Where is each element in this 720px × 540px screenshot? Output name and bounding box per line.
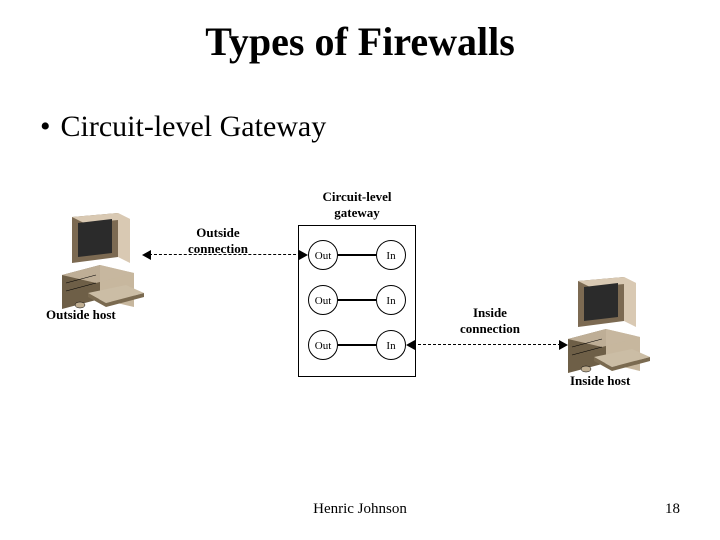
outside-connection-line: [149, 254, 301, 255]
bullet-row: • Circuit-level Gateway: [0, 110, 720, 144]
inside-connection-label: Insideconnection: [460, 305, 520, 337]
inside-host-computer-icon: [566, 277, 656, 373]
outside-connection-line-arrow-right: [299, 250, 308, 260]
page-title: Types of Firewalls: [0, 0, 720, 65]
port-link-2: [338, 344, 376, 346]
inside-host-label: Inside host: [570, 373, 630, 389]
outside-host-computer-icon: [60, 213, 150, 309]
bullet-marker: •: [40, 110, 51, 144]
footer-author: Henric Johnson: [0, 501, 720, 518]
port-link-1: [338, 299, 376, 301]
port-link-0: [338, 254, 376, 256]
circuit-gateway-diagram: Circuit-levelgatewayOutInOutInOutInOutsi…: [60, 195, 660, 425]
inside-connection-line-arrow-left: [406, 340, 415, 350]
gateway-port-3: In: [376, 285, 406, 315]
footer-page-number: 18: [665, 501, 680, 518]
inside-connection-line: [413, 344, 561, 345]
title-text: Types of Firewalls: [205, 19, 515, 64]
gateway-label: Circuit-levelgateway: [294, 189, 420, 221]
gateway-port-1: In: [376, 240, 406, 270]
outside-connection-label: Outsideconnection: [188, 225, 248, 257]
gateway-port-2: Out: [308, 285, 338, 315]
gateway-port-0: Out: [308, 240, 338, 270]
outside-host-label: Outside host: [46, 307, 116, 323]
gateway-port-4: Out: [308, 330, 338, 360]
gateway-port-5: In: [376, 330, 406, 360]
bullet-text: Circuit-level Gateway: [61, 110, 327, 144]
